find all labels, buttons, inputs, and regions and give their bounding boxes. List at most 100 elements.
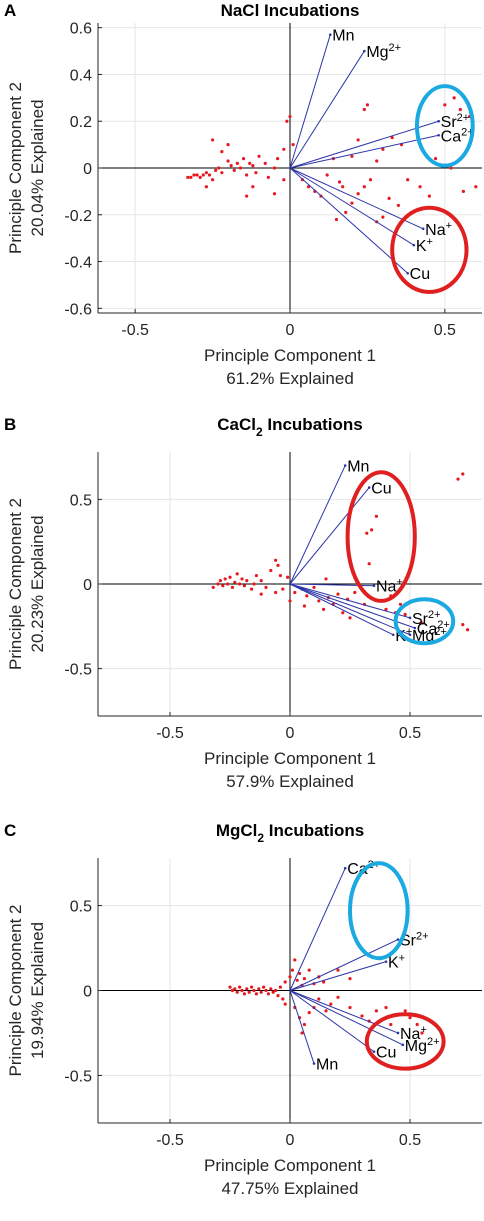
loading-vector-k [289, 961, 387, 991]
score-point [288, 975, 292, 979]
score-point [295, 978, 299, 982]
score-point [281, 587, 285, 591]
score-point [235, 990, 239, 994]
score-point [264, 585, 268, 589]
score-point [415, 1022, 419, 1027]
y-tick-label: 0.6 [70, 21, 92, 38]
panel-c: C MgCl2 Incubations -0.5 0 0.5 -0.5 0 0.5 Princi… [4, 821, 482, 1198]
highlight-ellipse [414, 84, 475, 168]
score-point [235, 161, 239, 165]
loading-vector-na [289, 990, 399, 1034]
score-point [214, 168, 218, 172]
score-point [389, 1022, 393, 1027]
score-point [288, 599, 292, 603]
score-point [293, 590, 297, 595]
loading-vector-mn [289, 990, 315, 1064]
x-tick-label: 0.5 [434, 322, 456, 339]
score-point [207, 173, 212, 177]
y-tick-label: -0.5 [64, 662, 92, 679]
score-point [198, 175, 202, 179]
loading-vector-tip [372, 1050, 376, 1053]
score-point [403, 1009, 407, 1013]
vector-label-mg: Mg2+ [405, 1036, 440, 1055]
loading-vector-sr [289, 583, 411, 619]
score-point [218, 579, 222, 583]
score-point [232, 168, 236, 172]
score-point [226, 159, 230, 163]
loading-vector-tip [391, 633, 395, 637]
vector-label-mn: Mn [347, 459, 369, 476]
score-point [201, 173, 205, 177]
score-point [336, 995, 340, 999]
y-tick-label: 0.2 [70, 114, 92, 131]
score-point [317, 599, 321, 603]
score-point [257, 987, 261, 991]
score-point [322, 607, 326, 611]
score-point [461, 189, 466, 193]
score-point [390, 135, 394, 140]
score-point [210, 138, 215, 142]
score-point [281, 997, 285, 1001]
vector-label-na: Na+ [400, 1024, 427, 1043]
score-point [302, 604, 306, 608]
score-point [238, 166, 243, 170]
score-point [250, 985, 254, 989]
score-point [252, 582, 256, 586]
score-point [384, 607, 388, 611]
loading-vector-sr [289, 120, 439, 169]
score-point [336, 592, 340, 596]
loading-vector-cu [289, 487, 370, 585]
loading-vector-cu [289, 167, 409, 274]
vector-label-k: K+ [388, 953, 405, 972]
score-point [245, 194, 249, 198]
score-point [221, 584, 225, 588]
x-axis-sublabel: 47.75% Explained [221, 1179, 358, 1198]
score-point [317, 997, 321, 1001]
y-tick-label: -0.5 [64, 1068, 92, 1085]
score-point [337, 180, 342, 184]
loading-vector-tip [312, 1062, 316, 1065]
vector-label-mn: Mn [332, 28, 354, 45]
score-point [350, 201, 354, 205]
loading-vector-na [289, 167, 424, 230]
score-point [305, 594, 309, 598]
score-point [458, 107, 462, 112]
score-point [254, 992, 258, 996]
y-axis-sublabel: 19.94% Explained [28, 922, 47, 1059]
score-point [217, 166, 221, 170]
score-point [356, 192, 360, 196]
score-point [334, 217, 339, 222]
score-point [356, 138, 360, 142]
loading-vector-tip [396, 1031, 400, 1035]
loading-vector-mn [289, 465, 346, 585]
score-point [276, 993, 280, 998]
loading-vector-tip [328, 33, 332, 36]
vector-label-cu: Cu [376, 1045, 396, 1062]
score-point [374, 1009, 378, 1013]
loading-vector-tip [401, 1043, 405, 1047]
score-point [250, 587, 254, 591]
score-point [474, 185, 478, 189]
score-point [254, 171, 258, 175]
chart-title: NaCl Incubations [221, 1, 360, 20]
score-point [211, 585, 215, 589]
highlight-ellipse [390, 205, 469, 294]
score-point [291, 143, 295, 147]
score-point [230, 585, 234, 589]
score-point [418, 185, 422, 189]
score-point [374, 514, 378, 518]
score-point [443, 103, 447, 107]
score-point [461, 623, 465, 627]
score-point [307, 1010, 311, 1015]
score-point [341, 611, 345, 615]
y-tick-label: 0.5 [70, 492, 92, 509]
loading-vector-ca [289, 134, 439, 169]
x-tick-label: 0.5 [399, 725, 421, 742]
score-point [245, 579, 249, 583]
loading-vector-tip [372, 584, 376, 587]
score-point [230, 988, 234, 993]
score-point [408, 1016, 412, 1020]
score-point [220, 171, 224, 175]
score-point [259, 592, 263, 596]
